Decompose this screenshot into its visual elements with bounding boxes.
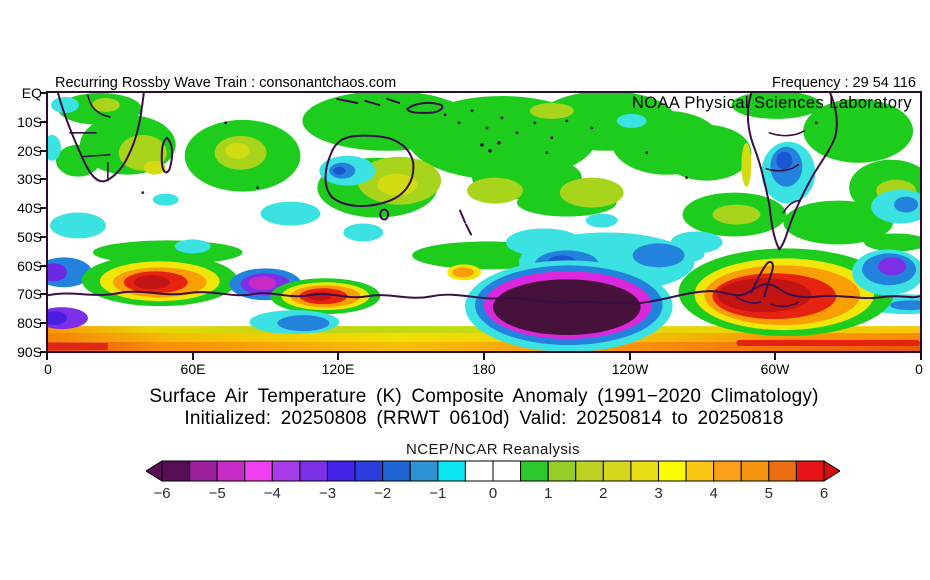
lat-tick-label: 30S [17, 171, 42, 187]
colorbar-tick-label: −1 [429, 485, 447, 502]
lon-tick-label: 60E [180, 361, 206, 377]
colorbar-tick-label: −3 [318, 485, 337, 502]
lat-tick-label: 70S [17, 286, 42, 302]
lat-tick [40, 150, 47, 152]
colorbar-tick-label: 5 [764, 485, 773, 502]
lon-tick [774, 353, 776, 360]
lat-tick [40, 322, 47, 324]
lat-tick-label: EQ [21, 85, 42, 101]
lat-tick [40, 207, 47, 209]
plot-title: Surface Air Temperature (K) Composite An… [149, 386, 819, 407]
lon-tick [46, 353, 48, 360]
lat-tick [40, 121, 47, 123]
colorbar: −6 −5 −4 −3 −2 −1 0 1 2 3 4 5 6 [146, 460, 840, 506]
lon-tick-label: 120E [321, 361, 355, 377]
lon-tick [483, 353, 485, 360]
lat-tick-label: 90S [17, 344, 42, 360]
lat-tick-label: 10S [17, 114, 42, 130]
map-plot: NOAA Physical Sciences Laboratory [46, 91, 922, 353]
frequency-text: Frequency : 29 54 116 [771, 75, 916, 91]
lon-tick [337, 353, 339, 360]
colorbar-tick-label: −5 [208, 485, 226, 502]
anomaly-map-svg [48, 93, 920, 351]
lat-tick [40, 178, 47, 180]
lat-tick [40, 236, 47, 238]
colorbar-tick-label: 6 [819, 485, 829, 502]
colorbar-svg [146, 460, 840, 482]
lat-tick [40, 351, 47, 353]
colorbar-tick-label: 1 [543, 485, 553, 502]
warm-yellow-cores [143, 142, 752, 196]
lat-tick [40, 293, 47, 295]
plot-subtitle: Initialized: 20250808 (RRWT 0610d) Valid… [184, 408, 784, 429]
coastlines [48, 93, 920, 308]
lat-tick-label: 40S [17, 200, 42, 216]
lon-tick-label: 180 [472, 361, 496, 377]
watermark-text: Recurring Rossby Wave Train : consonantc… [55, 75, 397, 91]
lat-tick-label: 50S [17, 229, 42, 245]
colorbar-tick-label: 0 [488, 485, 498, 502]
lon-tick-label: 60W [760, 361, 790, 377]
antarctic-anomaly-centers [48, 232, 920, 351]
colorbar-tick-label: 3 [654, 485, 663, 502]
island-dots [141, 109, 818, 195]
colorbar-tick-label: 2 [599, 485, 608, 502]
lat-tick-label: 60S [17, 258, 42, 274]
lon-tick-label: 120W [611, 361, 649, 377]
lat-tick-label: 80S [17, 315, 42, 331]
lon-tick-label: 0 [44, 361, 52, 377]
lon-tick-label: 0 [915, 361, 923, 377]
lon-tick [192, 353, 194, 360]
lon-tick [629, 353, 631, 360]
lat-tick-label: 20S [17, 143, 42, 159]
lat-tick [40, 265, 47, 267]
colorbar-tick-label: 4 [709, 485, 718, 502]
colorbar-tick-label: −4 [263, 485, 281, 502]
lon-tick [920, 353, 922, 360]
colorbar-tick-label: −2 [374, 485, 392, 502]
lat-tick [40, 92, 47, 94]
cool-deepblue-cores [333, 151, 793, 175]
dataset-label: NCEP/NCAR Reanalysis [406, 441, 580, 458]
org-label: NOAA Physical Sciences Laboratory [631, 94, 912, 112]
colorbar-tick-label: −6 [153, 485, 171, 502]
